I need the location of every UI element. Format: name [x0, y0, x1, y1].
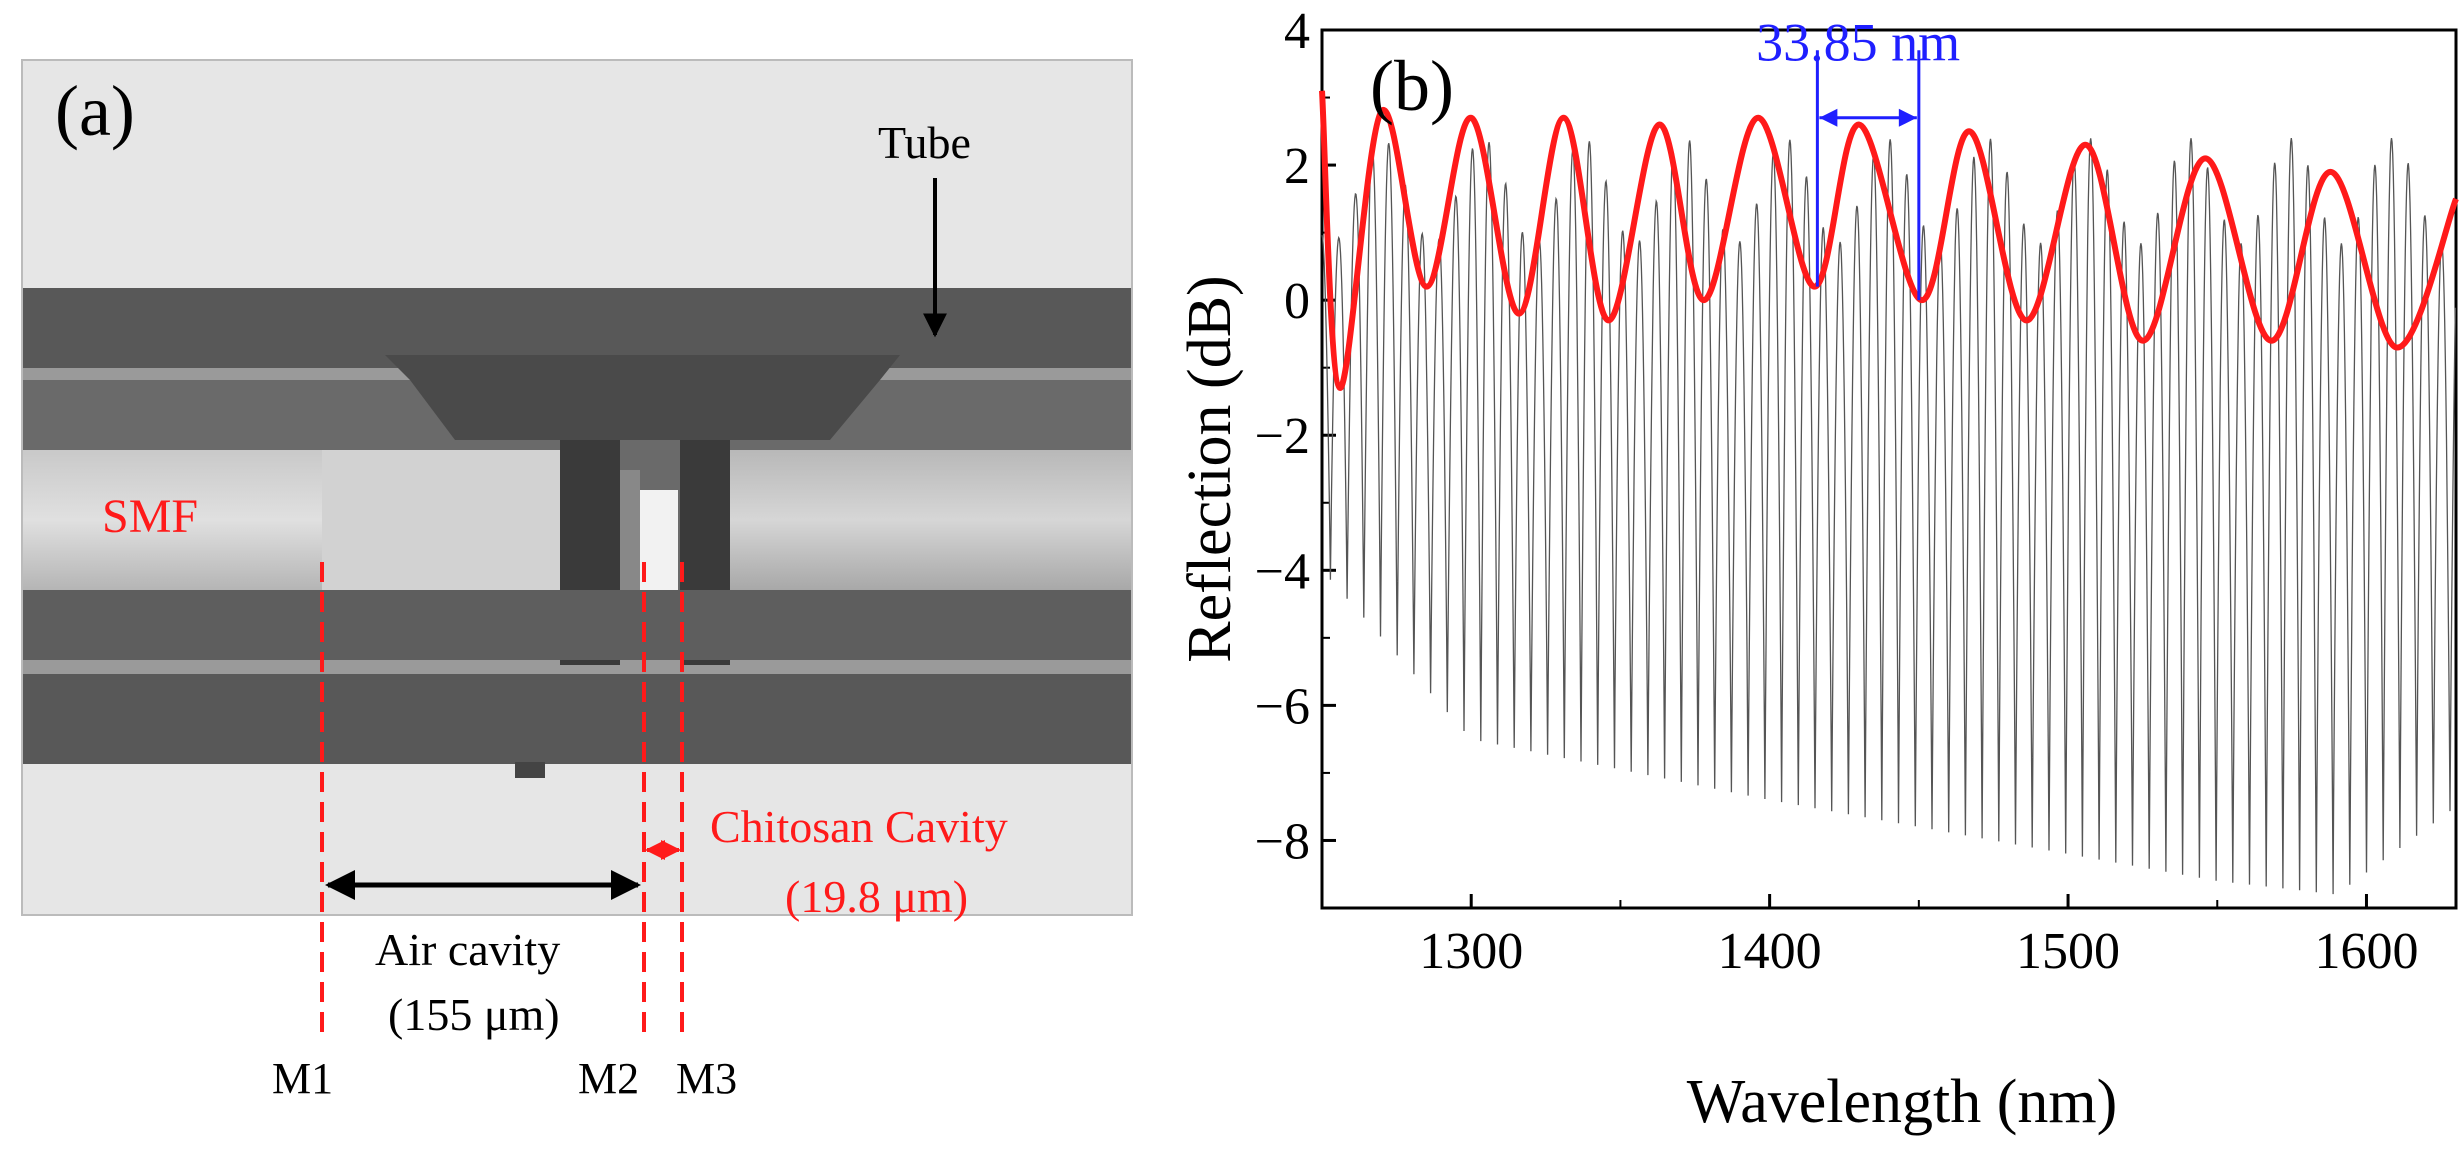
mirror-m1-label: M1 [272, 1054, 333, 1103]
y-tick-label: 2 [1284, 138, 1310, 195]
smf-label: SMF [102, 490, 198, 543]
plot-frame [1320, 28, 2458, 910]
y-tick-label: −4 [1255, 543, 1310, 600]
envelope-line [1319, 90, 2459, 391]
annotation-arrowhead-right [1898, 108, 1917, 127]
y-tick-label: −6 [1255, 678, 1310, 735]
panel-a-label: (a) [55, 71, 135, 151]
y-tick-label: 0 [1284, 273, 1310, 330]
panel-b-reflection-chart: 4 2 0 −2 −4 −6 −8 1300 1400 1500 1600 33.85 nm (b)… [1180, 3, 2459, 1136]
y-tick-label: −8 [1255, 813, 1310, 870]
chart-annotation: 33.85 nm [1756, 12, 1960, 301]
y-tick-label: 4 [1284, 3, 1310, 60]
tube-label: Tube [878, 117, 971, 168]
chitosan-cavity-label: Chitosan Cavity [710, 801, 1008, 852]
microscope-photo [21, 59, 1133, 916]
chitosan-cavity-length: (19.8 μm) [785, 871, 968, 922]
y-tick-label: −2 [1255, 408, 1310, 465]
chart-series [1319, 90, 2459, 895]
x-axis-title: Wavelength (nm) [1687, 1068, 2118, 1136]
annotation-label: 33.85 nm [1756, 12, 1960, 72]
x-tick-label: 1600 [2314, 923, 2418, 980]
panel-b-label: (b) [1370, 46, 1454, 126]
y-axis-title: Reflection (dB) [1180, 275, 1244, 662]
panel-a-microscope-figure: (a) Tube SMF Air cavity (155 μm) Chitosa… [21, 59, 1133, 1103]
annotation-arrowhead-left [1819, 108, 1838, 127]
mirror-m2-label: M2 [578, 1054, 639, 1103]
fringe-spectrum-line [1321, 138, 2457, 895]
x-tick-label: 1300 [1419, 923, 1523, 980]
mirror-m3-label: M3 [676, 1054, 737, 1103]
chart-axes: 4 2 0 −2 −4 −6 −8 1300 1400 1500 1600 [1255, 3, 2458, 980]
air-cavity-label: Air cavity [375, 924, 560, 975]
air-cavity-length: (155 μm) [388, 989, 560, 1040]
x-tick-label: 1400 [1718, 923, 1822, 980]
x-tick-label: 1500 [2016, 923, 2120, 980]
